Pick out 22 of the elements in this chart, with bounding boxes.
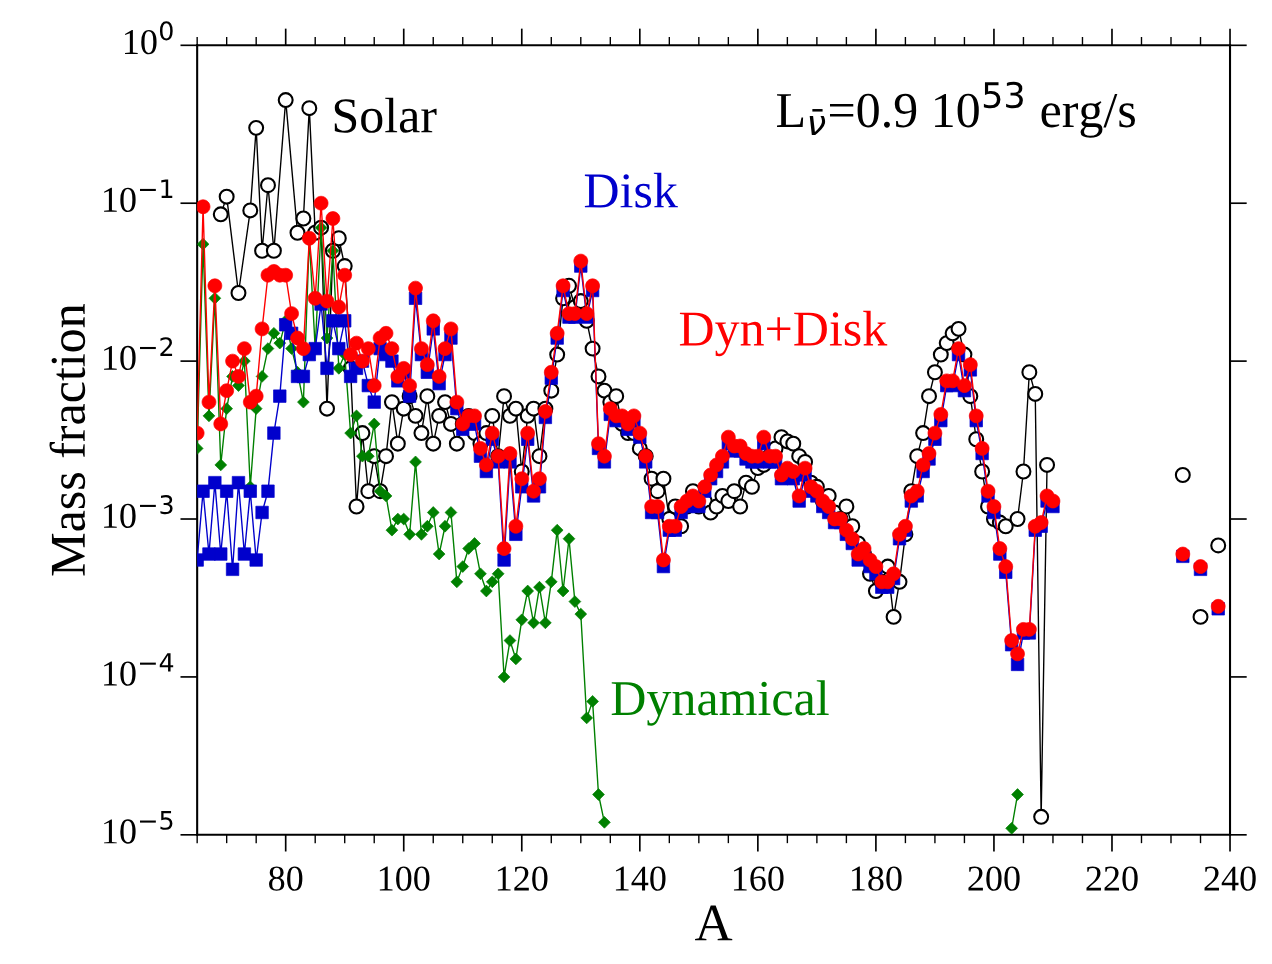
y-tick-label: 10$^{−1}$ (104, 179, 173, 213)
y-axis-title: Mass fraction (49, 304, 86, 576)
annotation: L$_{ν̄}$=0.9 10$^{53}$ erg/s (777, 81, 1135, 138)
x-tick-label: 220 (1086, 866, 1138, 891)
x-tick-label: 120 (497, 866, 548, 891)
series-label: Dyn+Disk (679, 310, 888, 357)
y-tick-label: 10$^{−2}$ (104, 337, 173, 371)
y-tick-label: 10$^{−3}$ (104, 495, 173, 529)
y-tick-label: 10$^{−5}$ (104, 811, 173, 844)
series-label: Dynamical (611, 680, 829, 726)
x-tick-label: 80 (269, 866, 303, 891)
y-tick-label: 10$^{−4}$ (104, 653, 174, 686)
legend-label: Solar (334, 97, 437, 133)
x-tick-label: 140 (615, 866, 666, 891)
x-tick-label: 100 (379, 866, 430, 891)
x-tick-label: 160 (733, 866, 784, 891)
x-tick-label: 200 (968, 866, 1020, 891)
y-tick-label: 10$^{0}$ (125, 21, 173, 55)
x-tick-label: 240 (1204, 866, 1256, 891)
x-tick-label: 180 (851, 866, 902, 891)
x-axis-title: A (695, 905, 733, 941)
series-label: Disk (584, 172, 678, 208)
